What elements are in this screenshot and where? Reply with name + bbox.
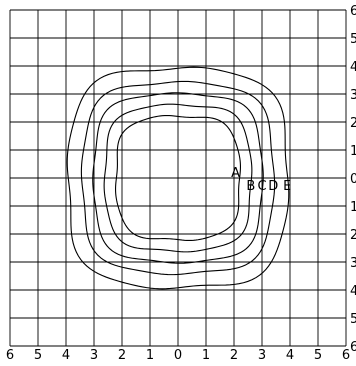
contour-E [66, 66, 290, 290]
x-tick-label: 0 [174, 348, 182, 363]
y-tick-label: 2 [350, 228, 356, 243]
y-tick-label: 3 [350, 88, 356, 103]
x-tick-label: 6 [342, 348, 350, 363]
y-tick-label: 1 [350, 144, 356, 159]
y-tick-label: 0 [350, 172, 356, 187]
y-tick-label: 5 [350, 312, 356, 327]
contour-label-A: A [231, 166, 240, 181]
contour-label-C: C [257, 179, 266, 194]
contour-lines [66, 66, 290, 290]
contour-labels: AB C D E [231, 166, 291, 194]
contour-label-D: D [268, 179, 278, 194]
x-tick-label: 1 [146, 348, 154, 363]
y-tick-label: 6 [350, 340, 356, 355]
x-tick-label: 2 [230, 348, 238, 363]
y-tick-label: 5 [350, 32, 356, 47]
y-tick-label: 6 [350, 4, 356, 19]
grid [9, 9, 347, 347]
x-tick-label: 5 [34, 348, 42, 363]
x-tick-label: 4 [286, 348, 294, 363]
y-axis-labels: 6 5 4 3 2 1 0 1 2 3 4 5 6 [350, 4, 356, 355]
contour-B [103, 103, 253, 253]
contour-A [114, 114, 242, 242]
x-tick-label: 5 [314, 348, 322, 363]
y-tick-label: 4 [350, 284, 356, 299]
contour-D [80, 80, 276, 276]
x-tick-label: 6 [6, 348, 14, 363]
y-tick-label: 2 [350, 116, 356, 131]
x-tick-label: 4 [62, 348, 70, 363]
x-tick-label: 2 [118, 348, 126, 363]
y-tick-label: 3 [350, 256, 356, 271]
x-tick-label: 1 [202, 348, 210, 363]
x-tick-label: 3 [258, 348, 266, 363]
x-axis-labels: 6 5 4 3 2 1 0 1 2 3 4 5 6 [6, 348, 350, 363]
contour-C [92, 92, 264, 264]
contour-label-E: E [283, 179, 291, 194]
y-tick-label: 1 [350, 200, 356, 215]
contour-label-B: B [246, 179, 255, 194]
y-tick-label: 4 [350, 60, 356, 75]
x-tick-label: 3 [90, 348, 98, 363]
